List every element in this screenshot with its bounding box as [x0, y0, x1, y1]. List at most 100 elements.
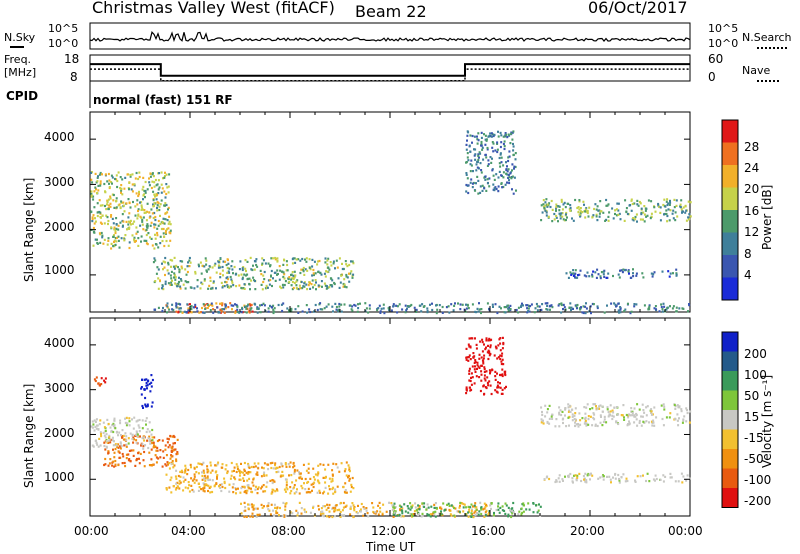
power-cell — [281, 283, 284, 286]
velocity-cell — [595, 405, 597, 408]
velocity-cell — [490, 392, 493, 396]
power-cell — [153, 185, 156, 188]
power-cell — [211, 287, 214, 290]
velocity-cell — [293, 470, 296, 473]
velocity-cell — [535, 504, 537, 507]
xtick-2400: 00:00 — [668, 524, 703, 538]
power-cell — [484, 178, 487, 181]
velocity-cell — [353, 506, 356, 509]
velocity-cell — [621, 414, 624, 417]
power-cell — [592, 214, 595, 217]
velocity-cell — [558, 480, 561, 483]
power-cell — [558, 212, 561, 215]
velocity-cell — [253, 462, 256, 465]
power-cell — [224, 260, 227, 263]
velocity-cell — [113, 451, 116, 454]
velocity-cell — [465, 389, 468, 392]
velocity-cell — [474, 370, 477, 373]
velocity-cell — [652, 421, 655, 424]
velocity-cell — [465, 387, 468, 391]
velocity-cell — [465, 347, 468, 350]
velocity-cell — [338, 470, 341, 473]
velocity-cell — [669, 476, 672, 479]
velocity-cell — [467, 505, 470, 508]
power-cell — [153, 204, 155, 207]
power-cell — [465, 183, 468, 187]
power-cell — [378, 304, 381, 307]
velocity-cell — [284, 490, 287, 493]
velocity-cell — [569, 410, 572, 413]
power-cell — [612, 274, 614, 278]
power-cell — [338, 257, 341, 260]
power-cell — [178, 271, 181, 274]
velocity-cell — [265, 485, 268, 488]
velocity-cell — [184, 486, 187, 489]
power-cell — [101, 214, 104, 217]
power-cell — [209, 303, 212, 306]
power-cell — [560, 198, 563, 201]
power-cell — [476, 160, 479, 164]
velocity-cell — [482, 357, 485, 360]
power-cell — [272, 311, 275, 315]
power-cell — [644, 209, 647, 212]
power-cell — [617, 209, 620, 212]
velocity-cell — [503, 387, 506, 390]
power-cell — [313, 283, 316, 287]
power-cell — [236, 308, 239, 311]
power-cell — [161, 187, 164, 190]
power-cell — [302, 266, 305, 270]
power-cell — [396, 305, 399, 308]
velocity-cell — [576, 476, 579, 479]
power-cell — [496, 311, 499, 315]
velocity-cell — [231, 486, 234, 489]
power-cell — [485, 156, 488, 159]
velocity-cell — [409, 502, 412, 505]
velocity-cell — [328, 510, 331, 513]
power-cell — [308, 258, 311, 261]
velocity-cell — [336, 466, 339, 469]
velocity-cell — [331, 469, 334, 472]
velocity-cell — [298, 471, 300, 474]
power-cell — [173, 276, 175, 279]
velocity-cell — [207, 478, 210, 482]
power-cell — [496, 148, 499, 151]
power-cell — [540, 219, 543, 222]
power-cell — [91, 181, 94, 184]
power-cell — [643, 304, 646, 307]
velocity-cell — [500, 355, 503, 358]
power-cell — [136, 203, 139, 206]
power-cell — [159, 222, 162, 226]
power-cell — [483, 187, 486, 190]
velocity-cell — [188, 490, 191, 493]
power-cell — [563, 201, 566, 204]
velocity-cell — [402, 515, 405, 518]
power-cell — [113, 206, 116, 209]
power-cell — [502, 164, 505, 167]
velocity-cell — [494, 378, 497, 381]
power-cell — [500, 134, 503, 137]
velocity-cell — [501, 509, 504, 512]
velocity-cell — [221, 466, 224, 469]
velocity-cell — [324, 468, 327, 471]
power-cell — [154, 215, 157, 219]
velocity-cell — [226, 471, 229, 475]
power-cell — [477, 310, 480, 313]
power-cell — [262, 302, 265, 305]
power-cell — [555, 207, 557, 210]
power-cell — [534, 307, 537, 310]
velocity-cell — [482, 385, 485, 388]
power-cell — [169, 258, 172, 262]
power-cell — [619, 218, 622, 221]
power-cell — [222, 260, 225, 263]
velocity-cell — [468, 337, 471, 340]
power-cell — [150, 221, 153, 224]
velocity-cell — [169, 434, 172, 438]
velocity-cell — [168, 462, 171, 465]
power-cell — [280, 286, 283, 290]
velocity-cell — [148, 438, 151, 441]
velocity-cell — [125, 457, 128, 460]
velocity-cbar-segment — [722, 390, 738, 410]
velocity-cell — [418, 508, 421, 511]
velocity-cell — [488, 380, 491, 383]
power-cell — [338, 305, 341, 308]
